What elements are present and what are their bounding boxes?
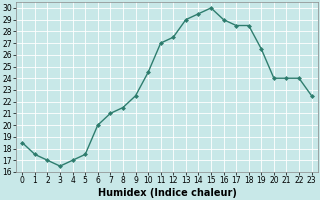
- X-axis label: Humidex (Indice chaleur): Humidex (Indice chaleur): [98, 188, 236, 198]
